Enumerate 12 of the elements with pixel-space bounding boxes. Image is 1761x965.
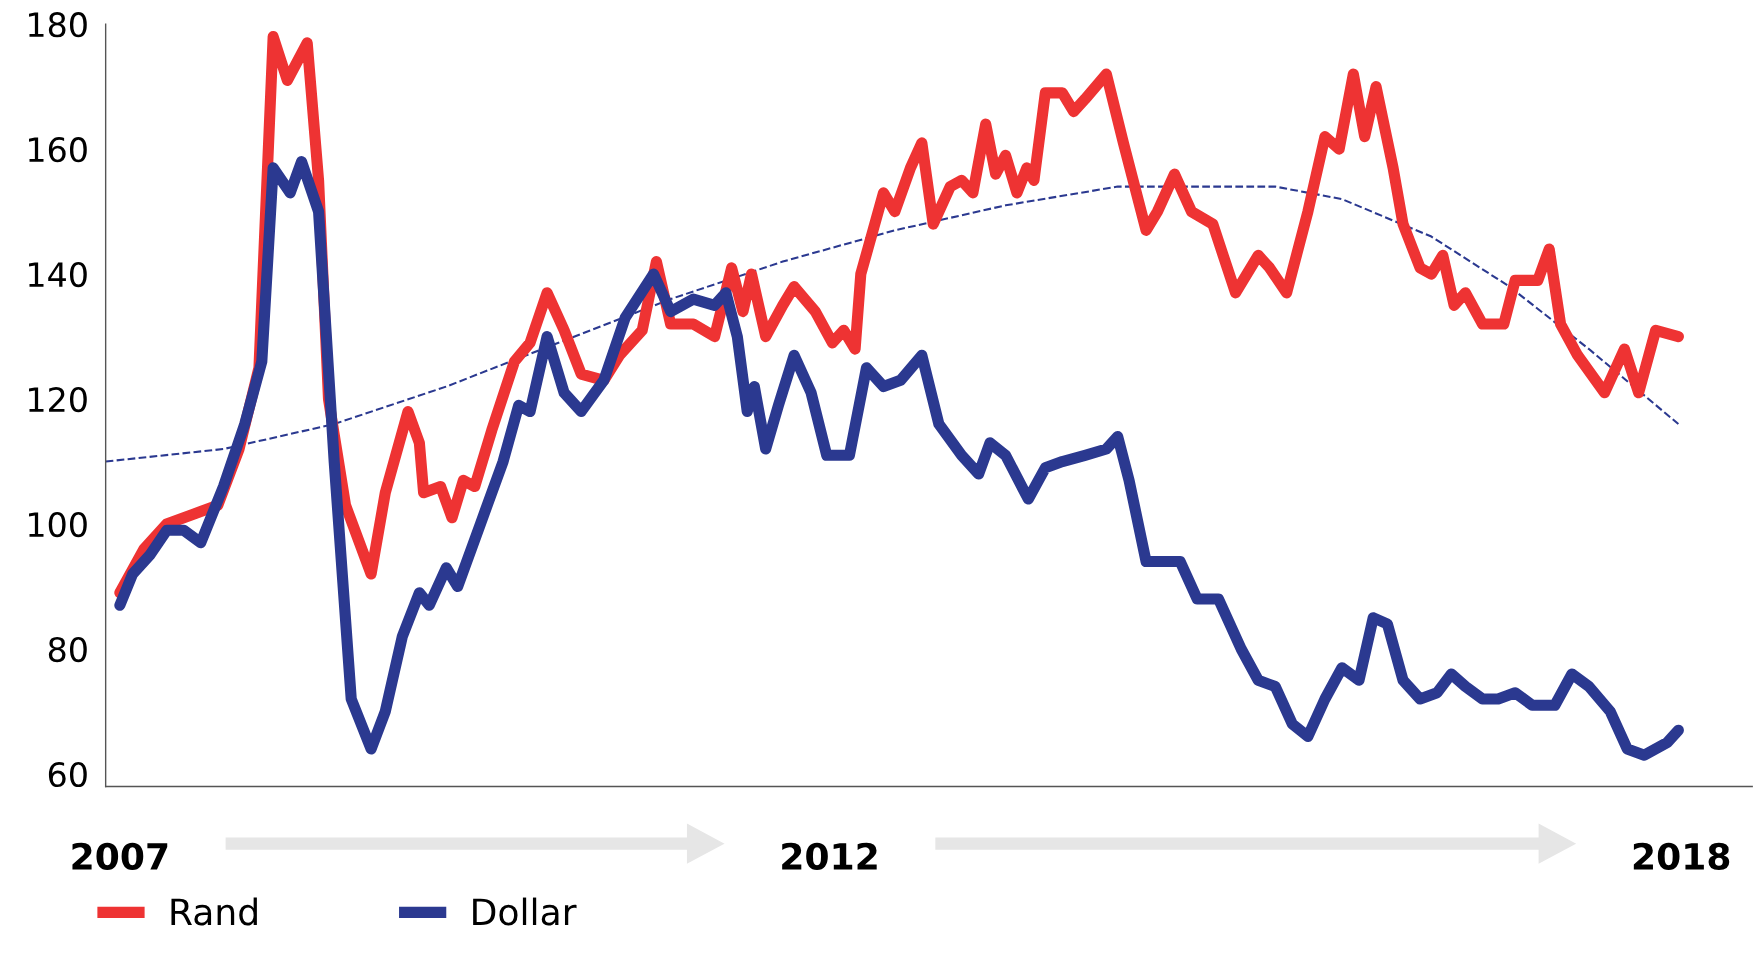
legend-label: Rand [171, 897, 257, 926]
y-tick-label: 160 [29, 137, 87, 163]
y-tick-label: 60 [48, 761, 87, 788]
y-tick-label: 140 [29, 262, 87, 288]
y-tick-label: 120 [29, 386, 87, 413]
legend-label: Dollar [473, 897, 577, 926]
y-tick-label: 80 [48, 636, 87, 663]
y-tick-label: 180 [29, 12, 87, 38]
y-tick-label: 100 [29, 511, 87, 538]
x-tick-label: 2007 [72, 842, 168, 870]
x-tick-label: 2018 [1633, 842, 1730, 870]
x-tick-label: 2012 [782, 842, 877, 870]
